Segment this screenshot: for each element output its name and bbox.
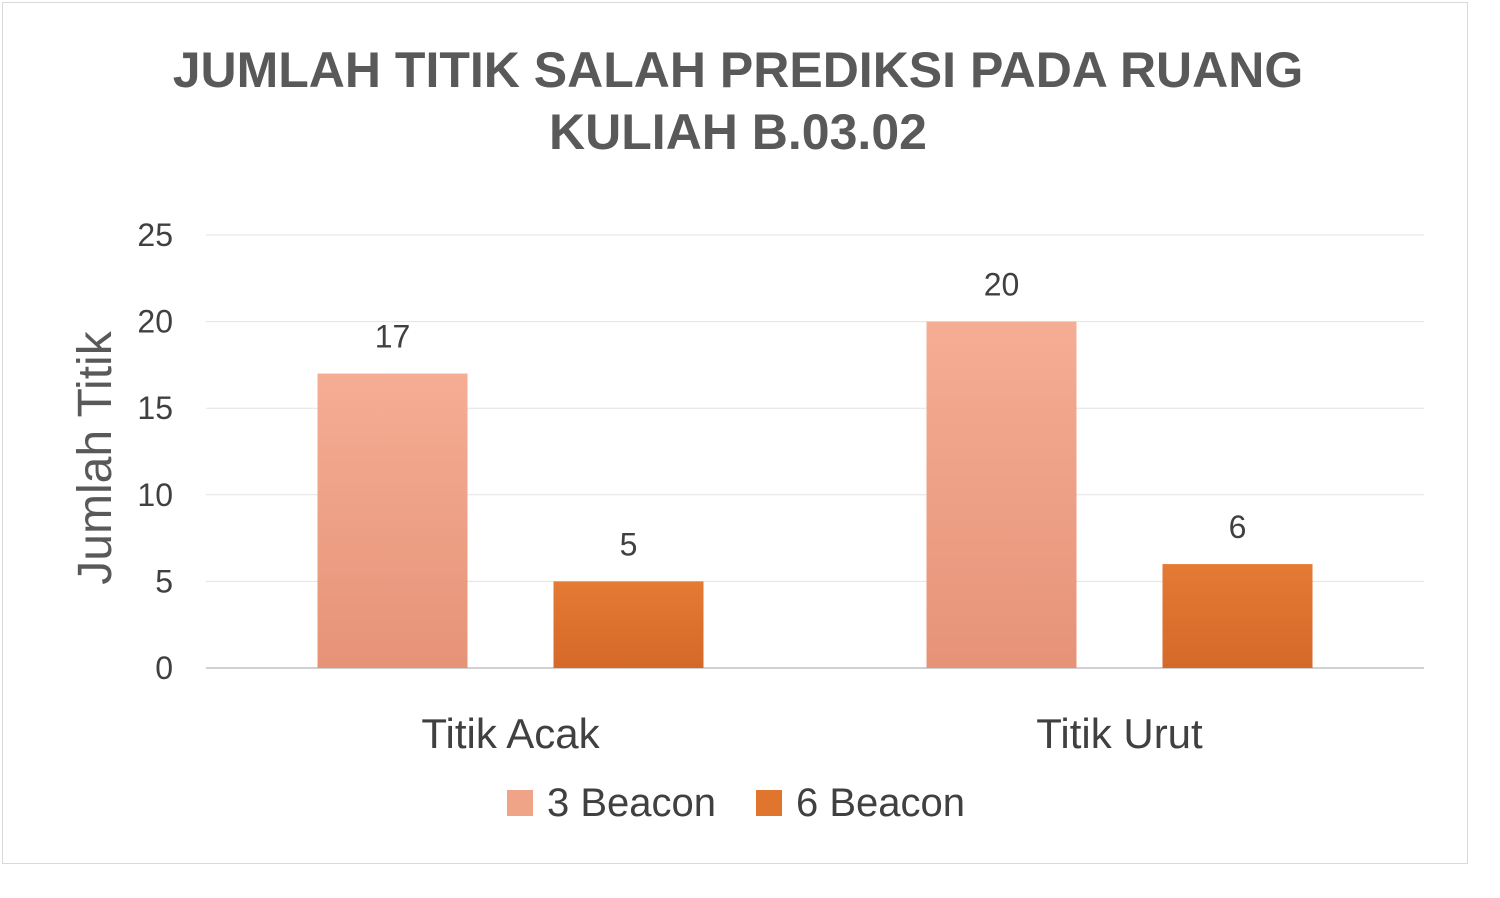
legend-label-3-beacon: 3 Beacon	[546, 780, 716, 825]
legend-swatch-6-beacon	[756, 790, 782, 816]
chart-title: JUMLAH TITIK SALAH PREDIKSI PADA RUANG K…	[172, 42, 1304, 160]
bar-6-beacon-titik-acak	[553, 581, 704, 668]
legend-item-6-beacon: 6 Beacon	[756, 781, 965, 826]
legend: 3 Beacon 6 Beacon	[3, 773, 1469, 833]
bars	[317, 321, 1313, 668]
y-tick-label: 15	[137, 390, 173, 426]
plot-area: 0 5 10 15 20 25 17 5 20 6 Titik Acak Titik Urut J…	[69, 217, 1424, 757]
y-axis-ticks: 0 5 10 15 20 25	[137, 217, 173, 686]
data-label: 5	[620, 526, 638, 562]
x-axis-ticks: Titik Acak Titik Urut	[421, 710, 1203, 757]
chart-area: JUMLAH TITIK SALAH PREDIKSI PADA RUANG K…	[2, 2, 1468, 864]
data-label: 6	[1229, 509, 1247, 545]
bar-3-beacon-titik-urut	[926, 321, 1077, 668]
y-tick-label: 10	[137, 477, 173, 513]
bar-6-beacon-titik-urut	[1162, 564, 1313, 668]
x-tick-label: Titik Urut	[1036, 710, 1203, 757]
x-tick-label: Titik Acak	[421, 710, 600, 757]
y-tick-label: 0	[155, 650, 173, 686]
legend-label-6-beacon: 6 Beacon	[796, 780, 966, 825]
data-label: 17	[375, 319, 411, 355]
bar-3-beacon-titik-acak	[317, 373, 468, 668]
legend-item-3-beacon: 3 Beacon	[506, 780, 716, 826]
legend-swatch-3-beacon	[506, 790, 533, 816]
data-labels: 17 5 20 6	[375, 267, 1247, 563]
y-tick-label: 20	[137, 304, 173, 340]
y-tick-label: 25	[137, 217, 173, 253]
data-label: 20	[984, 267, 1020, 303]
y-tick-label: 5	[155, 563, 173, 599]
y-axis-label: Jumlah Titik	[69, 330, 122, 584]
